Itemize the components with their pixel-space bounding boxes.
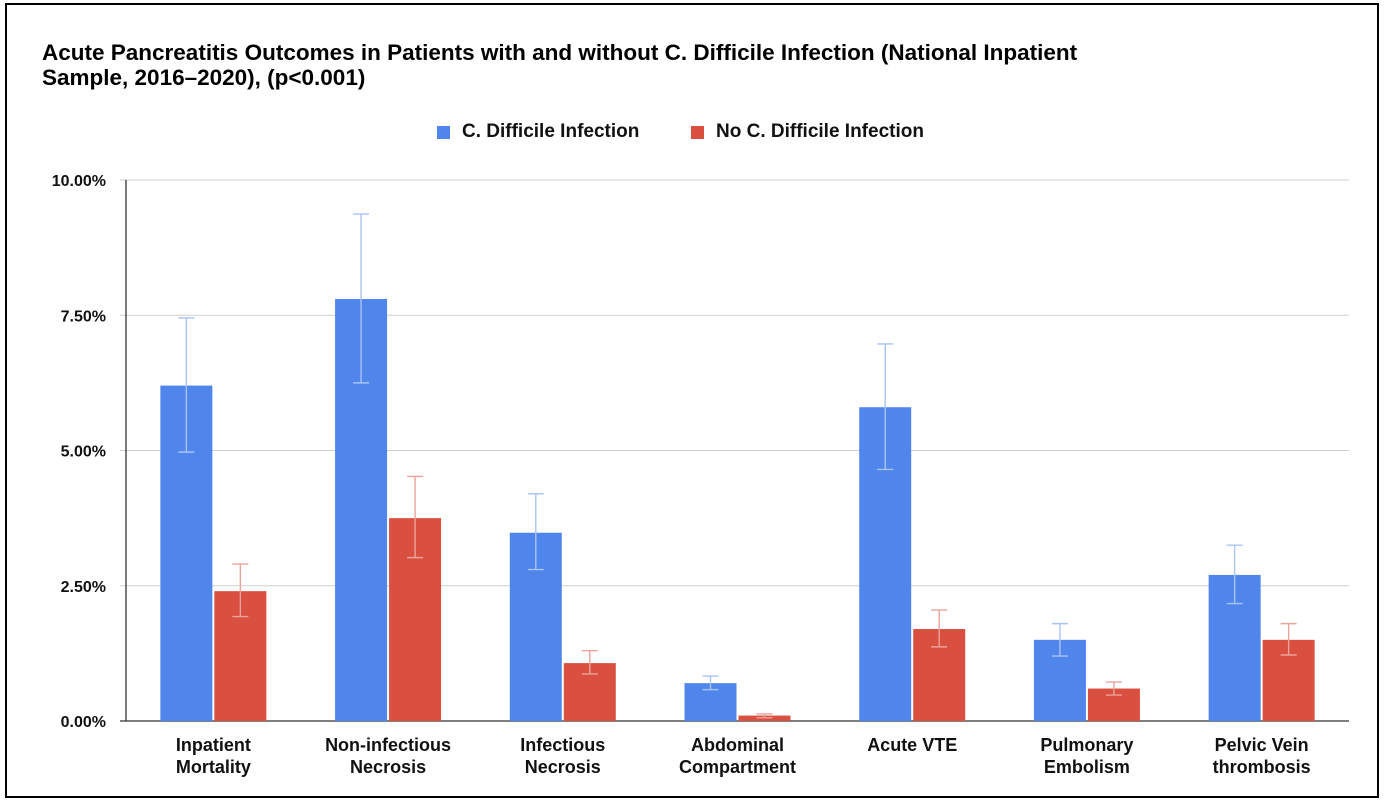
x-tick-label-line: Abdominal bbox=[691, 735, 784, 755]
x-tick-label-line: Necrosis bbox=[525, 757, 601, 777]
y-tick-label-4: 10.00% bbox=[52, 173, 106, 190]
y-tick-label-3: 7.50% bbox=[61, 308, 106, 325]
x-tick-label-line: Pulmonary bbox=[1040, 735, 1133, 755]
x-tick-label-3: Abdominal Compartment bbox=[679, 735, 796, 777]
y-tick-label-1: 2.50% bbox=[61, 579, 106, 596]
legend-label-no-c-difficile: No C. Difficile Infection bbox=[716, 121, 924, 142]
x-tick-label-1: Non-infectious Necrosis bbox=[325, 735, 451, 777]
x-tick-label-line: Mortality bbox=[176, 757, 251, 777]
x-tick-label-line: Pelvic Vein bbox=[1215, 735, 1309, 755]
x-tick-label-line: Inpatient bbox=[176, 735, 251, 755]
x-tick-label-line: Necrosis bbox=[350, 757, 426, 777]
y-tick-label-2: 5.00% bbox=[61, 444, 106, 461]
x-tick-label-line: Infectious bbox=[520, 735, 605, 755]
x-tick-label-line: Compartment bbox=[679, 757, 796, 777]
legend-item-no-c-difficile: No C. Difficile Infection bbox=[691, 120, 924, 144]
x-tick-label-4: Acute VTE bbox=[867, 735, 957, 755]
legend-label-c-difficile: C. Difficile Infection bbox=[462, 121, 640, 142]
x-tick-label-0: Inpatient Mortality bbox=[176, 735, 251, 777]
legend-swatch-no-c-difficile bbox=[691, 125, 704, 139]
legend-swatch-c-difficile bbox=[437, 125, 450, 139]
legend-item-c-difficile: C. Difficile Infection bbox=[437, 120, 639, 144]
x-tick-label-6: Pelvic Vein thrombosis bbox=[1213, 735, 1311, 777]
chart-title-line-2: Sample, 2016–2020), (p<0.001) bbox=[42, 65, 366, 90]
x-tick-label-line: Non-infectious bbox=[325, 735, 451, 755]
y-tick-label-0: 0.00% bbox=[61, 714, 106, 731]
x-tick-label-line: Acute VTE bbox=[867, 735, 957, 755]
x-tick-label-line: Embolism bbox=[1044, 757, 1130, 777]
x-tick-label-line: thrombosis bbox=[1213, 757, 1311, 777]
chart-title-line-1: Acute Pancreatitis Outcomes in Patients … bbox=[42, 40, 1078, 65]
x-tick-label-5: Pulmonary Embolism bbox=[1040, 735, 1133, 777]
x-tick-label-2: Infectious Necrosis bbox=[520, 735, 605, 777]
chart-legend: C. Difficile Infection No C. Difficile I… bbox=[0, 120, 1386, 144]
chart-title: Acute Pancreatitis Outcomes in Patients … bbox=[42, 40, 1342, 90]
